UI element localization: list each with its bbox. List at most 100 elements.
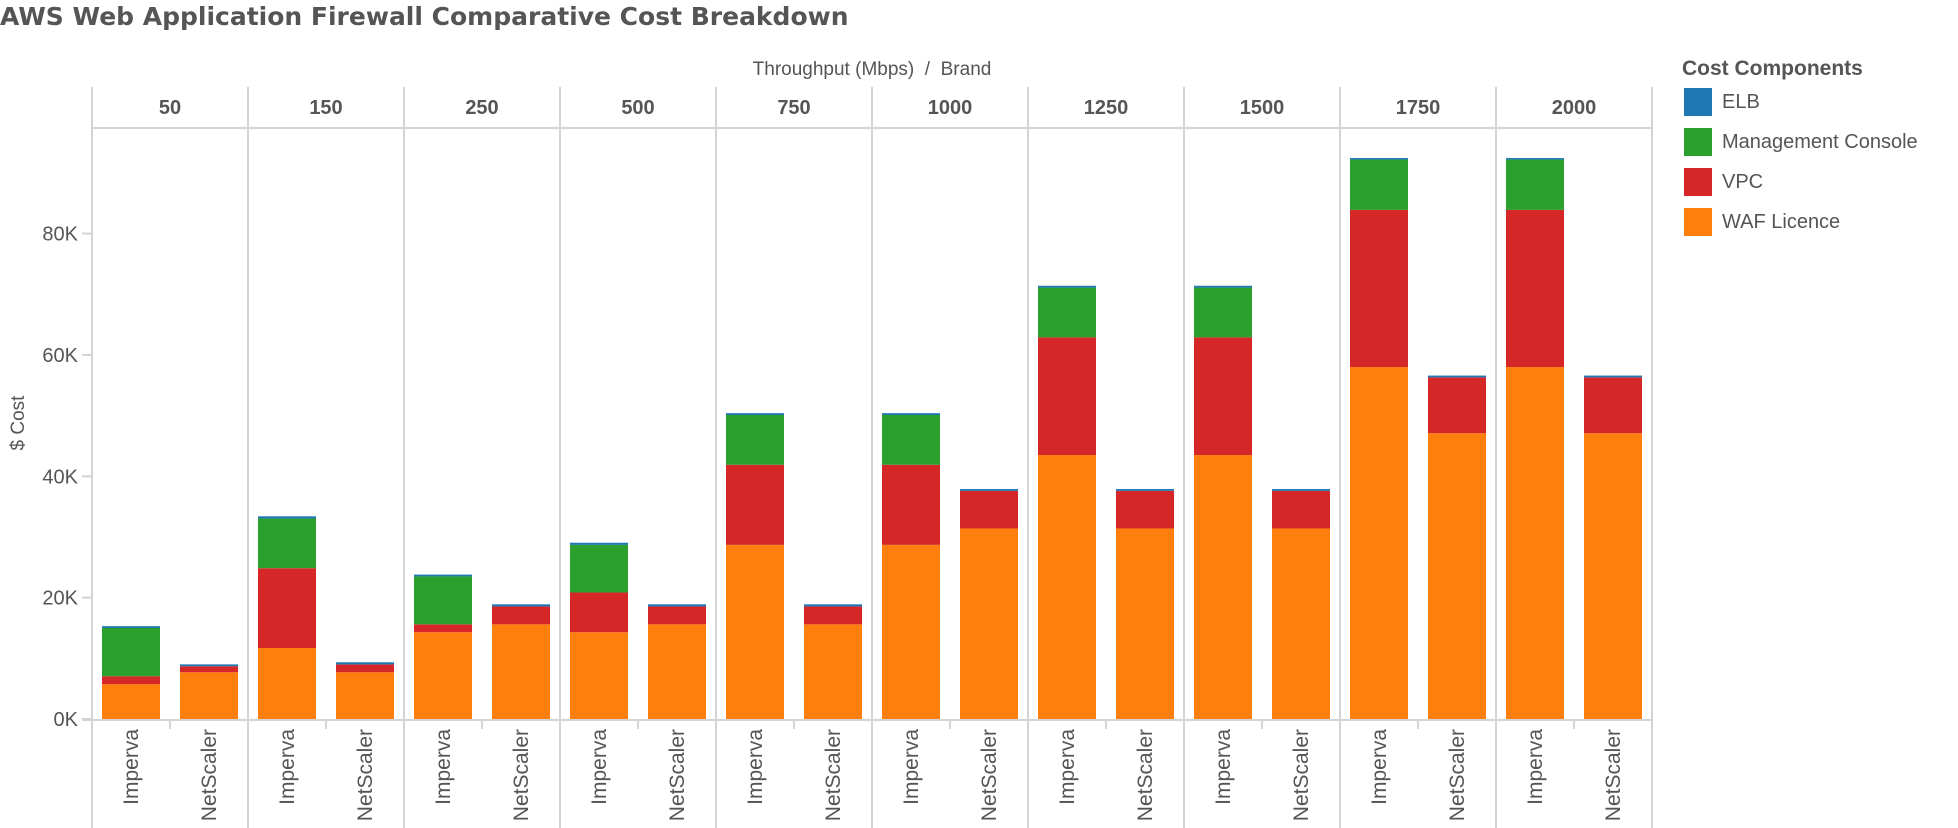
bar-stack xyxy=(258,516,316,719)
bar-segment-vpc xyxy=(648,606,706,625)
x-tick-label-netscaler: NetScaler xyxy=(1134,729,1157,821)
bar-segment-waf-licence xyxy=(492,624,550,719)
bar-segment-waf-licence xyxy=(414,632,472,719)
column-header-label: Throughput (Mbps) / Brand xyxy=(753,59,992,80)
bar-stack xyxy=(726,413,784,719)
bar-stack xyxy=(648,604,706,719)
bar-segment-waf-licence xyxy=(1272,528,1330,719)
bar-stack xyxy=(1272,489,1330,719)
bar-segment-waf-licence xyxy=(336,672,394,719)
throughput-header-150: 150 xyxy=(309,97,342,119)
bar-segment-elb xyxy=(960,489,1018,491)
bar-segment-elb xyxy=(1116,489,1174,491)
bar-stack xyxy=(570,542,628,719)
bar-segment-waf-licence xyxy=(258,648,316,719)
x-tick-label-netscaler: NetScaler xyxy=(978,729,1001,821)
bar-segment-waf-licence xyxy=(180,672,238,719)
bar-segment-vpc xyxy=(1038,337,1096,456)
bar-segment-vpc xyxy=(102,676,160,685)
bar-segment-vpc xyxy=(1194,337,1252,456)
x-tick-label-imperva: Imperva xyxy=(1524,729,1547,805)
bar-segment-elb xyxy=(570,542,628,545)
legend-item-vpc[interactable]: VPC xyxy=(1682,166,1863,206)
bar-segment-waf-licence xyxy=(570,632,628,719)
chart-title: AWS Web Application Firewall Comparative… xyxy=(0,2,849,31)
bar-segment-management-console xyxy=(726,415,784,465)
bar-stack xyxy=(492,604,550,719)
bar-segment-elb xyxy=(804,604,862,607)
x-tick-label-imperva: Imperva xyxy=(120,729,143,805)
bar-segment-vpc xyxy=(180,666,238,673)
bar-stack xyxy=(414,574,472,719)
legend-swatch xyxy=(1684,128,1712,156)
throughput-header-1500: 1500 xyxy=(1240,97,1285,119)
x-tick-label-netscaler: NetScaler xyxy=(666,729,689,821)
bar-segment-vpc xyxy=(414,624,472,633)
legend-swatch xyxy=(1684,88,1712,116)
legend-label: ELB xyxy=(1722,91,1760,113)
x-tick-label-netscaler: NetScaler xyxy=(354,729,377,821)
bar-stack xyxy=(1584,375,1642,719)
bar-segment-vpc xyxy=(1428,377,1486,434)
x-tick-label-imperva: Imperva xyxy=(276,729,299,805)
throughput-header-750: 750 xyxy=(777,97,810,119)
bar-segment-elb xyxy=(336,662,394,665)
bar-stack xyxy=(960,489,1018,719)
throughput-header-1000: 1000 xyxy=(928,97,973,119)
bar-segment-elb xyxy=(726,413,784,416)
throughput-header-250: 250 xyxy=(465,97,498,119)
x-tick-label-netscaler: NetScaler xyxy=(822,729,845,821)
throughput-header-1250: 1250 xyxy=(1084,97,1129,119)
throughput-header-50: 50 xyxy=(159,97,181,119)
x-tick-label-imperva: Imperva xyxy=(744,729,767,805)
bar-segment-waf-licence xyxy=(804,624,862,719)
legend-item-elb[interactable]: ELB xyxy=(1682,86,1863,126)
bars xyxy=(102,158,1642,719)
bar-segment-elb xyxy=(1194,285,1252,288)
bar-segment-waf-licence xyxy=(1428,433,1486,719)
bar-segment-management-console xyxy=(414,576,472,625)
bar-segment-waf-licence xyxy=(1584,433,1642,719)
bar-segment-management-console xyxy=(1194,287,1252,338)
bar-segment-management-console xyxy=(1506,159,1564,210)
bar-segment-waf-licence xyxy=(648,624,706,719)
x-tick-label-netscaler: NetScaler xyxy=(1446,729,1469,821)
bar-segment-vpc xyxy=(1506,209,1564,368)
bar-segment-vpc xyxy=(960,490,1018,529)
bar-segment-elb xyxy=(1272,489,1330,491)
y-axis-title: $ Cost xyxy=(8,395,29,451)
bar-stack xyxy=(336,662,394,719)
bar-segment-management-console xyxy=(258,518,316,569)
bar-segment-vpc xyxy=(726,464,784,545)
bar-segment-waf-licence xyxy=(102,684,160,719)
bar-segment-elb xyxy=(414,574,472,577)
x-tick-label-netscaler: NetScaler xyxy=(510,729,533,821)
bar-segment-management-console xyxy=(1350,159,1408,210)
bar-segment-waf-licence xyxy=(882,544,940,719)
bar-segment-management-console xyxy=(102,627,160,677)
bar-segment-elb xyxy=(882,413,940,416)
x-tick-label-netscaler: NetScaler xyxy=(198,729,221,821)
pane-borders xyxy=(82,87,1653,828)
x-tick-label-imperva: Imperva xyxy=(1368,729,1391,805)
legend-item-waf-licence[interactable]: WAF Licence xyxy=(1682,206,1863,246)
throughput-header-1750: 1750 xyxy=(1396,97,1441,119)
bar-segment-vpc xyxy=(1116,490,1174,529)
bar-stack xyxy=(180,664,238,719)
bar-segment-elb xyxy=(180,664,238,667)
y-tick-label: 80K xyxy=(42,224,78,246)
bar-segment-vpc xyxy=(570,592,628,633)
bar-stack xyxy=(1194,285,1252,719)
y-tick-label: 20K xyxy=(42,588,78,610)
legend-item-management-console[interactable]: Management Console xyxy=(1682,126,1918,166)
legend: Cost Components ELB Management Console VPC… xyxy=(1682,56,1918,246)
bar-stack xyxy=(1350,158,1408,719)
bar-segment-management-console xyxy=(882,415,940,465)
bar-segment-elb xyxy=(1350,158,1408,160)
bar-segment-elb xyxy=(648,604,706,607)
bar-segment-elb xyxy=(492,604,550,607)
x-tick-label-netscaler: NetScaler xyxy=(1290,729,1313,821)
throughput-header-500: 500 xyxy=(621,97,654,119)
bar-segment-waf-licence xyxy=(1194,455,1252,719)
